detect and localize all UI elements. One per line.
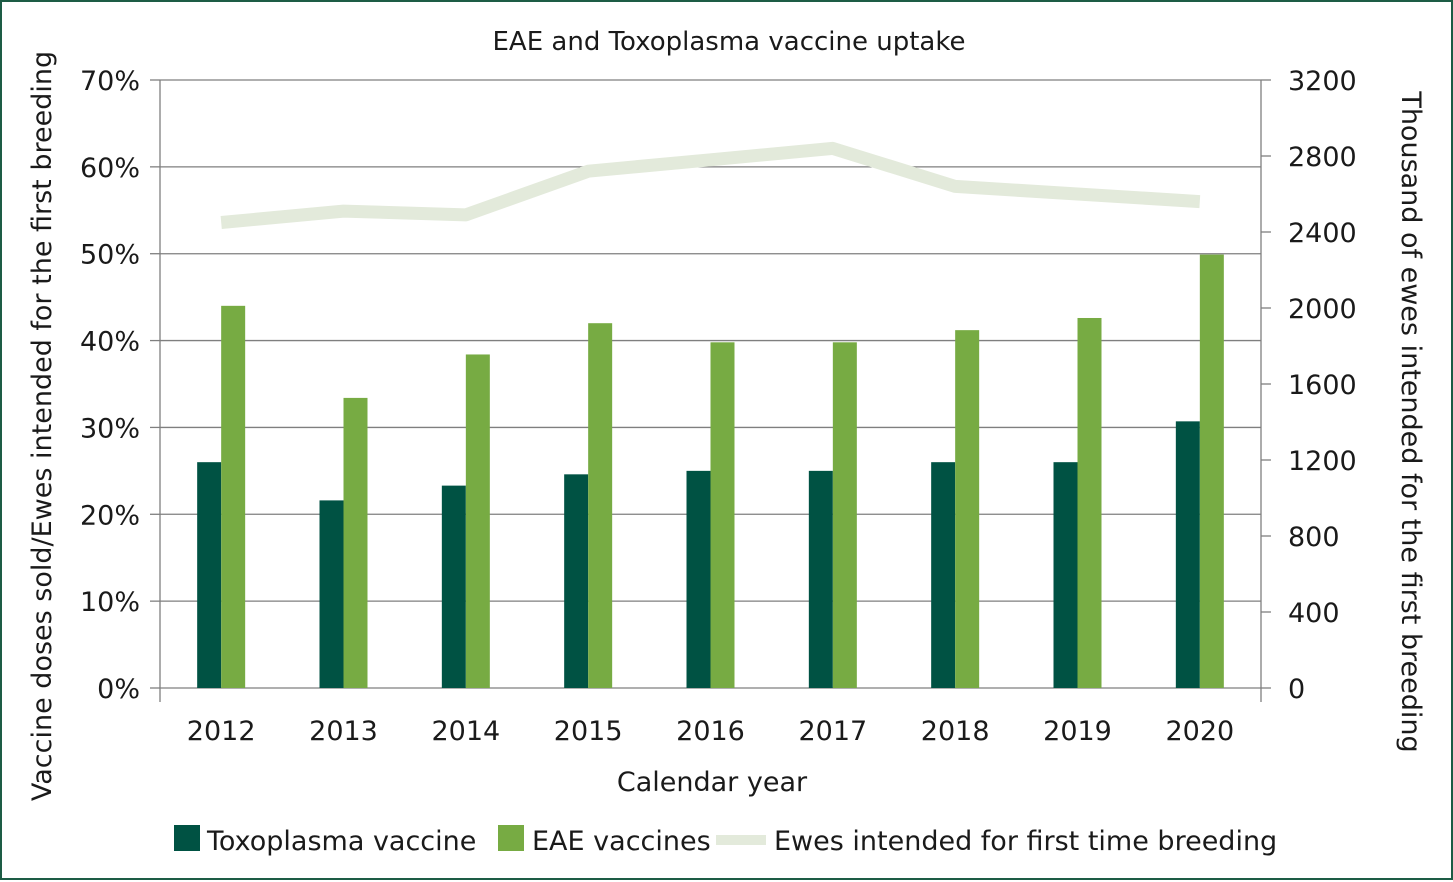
legend-swatch-toxoplasma <box>174 825 200 851</box>
eae-bar <box>710 342 735 688</box>
toxoplasma-bar <box>197 462 222 688</box>
x-axis-title: Calendar year <box>617 767 808 798</box>
right-tick-label: 1200 <box>1288 446 1357 477</box>
eae-bar <box>465 354 490 688</box>
x-tick-label: 2014 <box>431 716 500 747</box>
legend-label-ewes: Ewes intended for first time breeding <box>774 826 1277 857</box>
ewes-line-layer <box>220 141 1201 229</box>
toxoplasma-bar <box>808 470 833 688</box>
eae-bar <box>588 323 613 688</box>
legend-label-toxoplasma: Toxoplasma vaccine <box>206 826 476 857</box>
right-tick-label: 0 <box>1288 674 1305 705</box>
left-tick-label: 70% <box>80 66 140 97</box>
legend-swatch-eae <box>498 825 524 851</box>
eae-bar <box>1199 254 1224 688</box>
right-axis-ticks: 0 400 800 1200 1600 2000 2400 2800 3200 <box>1288 66 1357 705</box>
toxoplasma-bar <box>564 474 589 688</box>
right-tick-label: 800 <box>1288 522 1340 553</box>
y-axis-title-right: Thousand of ewes intended for the first … <box>1395 90 1426 752</box>
x-tick-label: 2013 <box>309 716 378 747</box>
x-axis-ticks: 2012 2013 2014 2015 2016 2017 2018 2019 2020 <box>187 716 1234 747</box>
eae-bar <box>343 397 368 688</box>
right-tick-label: 2800 <box>1288 142 1357 173</box>
right-tick-label: 400 <box>1288 598 1340 629</box>
toxoplasma-bar <box>931 462 956 688</box>
legend: Toxoplasma vaccine EAE vaccines Ewes inten… <box>174 825 1277 857</box>
x-tick-label: 2012 <box>187 716 256 747</box>
bars <box>197 254 1224 688</box>
ewes-line <box>220 141 1201 229</box>
x-tick-label: 2020 <box>1165 716 1234 747</box>
legend-swatch-ewes <box>716 835 766 845</box>
axes <box>150 79 1271 702</box>
left-axis-ticks: 0% 10% 20% 30% 40% 50% 60% 70% <box>80 66 140 705</box>
left-tick-label: 30% <box>80 413 140 444</box>
x-tick-label: 2019 <box>1043 716 1112 747</box>
left-tick-label: 0% <box>97 674 140 705</box>
right-tick-label: 2400 <box>1288 218 1357 249</box>
left-tick-label: 10% <box>80 587 140 618</box>
right-tick-label: 3200 <box>1288 66 1357 97</box>
x-tick-label: 2017 <box>798 716 867 747</box>
y-axis-title-left: Vaccine doses sold/Ewes intended for the… <box>27 51 58 801</box>
x-tick-label: 2015 <box>554 716 623 747</box>
toxoplasma-bar <box>1053 462 1078 688</box>
right-tick-label: 1600 <box>1288 370 1357 401</box>
eae-bar <box>221 305 246 688</box>
eae-bar <box>832 342 857 688</box>
left-tick-label: 50% <box>80 240 140 271</box>
toxoplasma-bar <box>319 500 344 688</box>
toxoplasma-bar <box>686 470 711 688</box>
toxoplasma-bar <box>1175 421 1200 688</box>
x-tick-label: 2016 <box>676 716 745 747</box>
eae-bar <box>955 330 980 688</box>
x-tick-label: 2018 <box>921 716 990 747</box>
toxoplasma-bar <box>441 485 466 688</box>
left-tick-label: 20% <box>80 500 140 531</box>
left-tick-label: 60% <box>80 153 140 184</box>
right-tick-label: 2000 <box>1288 294 1357 325</box>
legend-label-eae: EAE vaccines <box>532 826 711 857</box>
chart-title: EAE and Toxoplasma vaccine uptake <box>493 27 966 57</box>
eae-bar <box>1077 317 1102 688</box>
left-tick-label: 40% <box>80 327 140 358</box>
